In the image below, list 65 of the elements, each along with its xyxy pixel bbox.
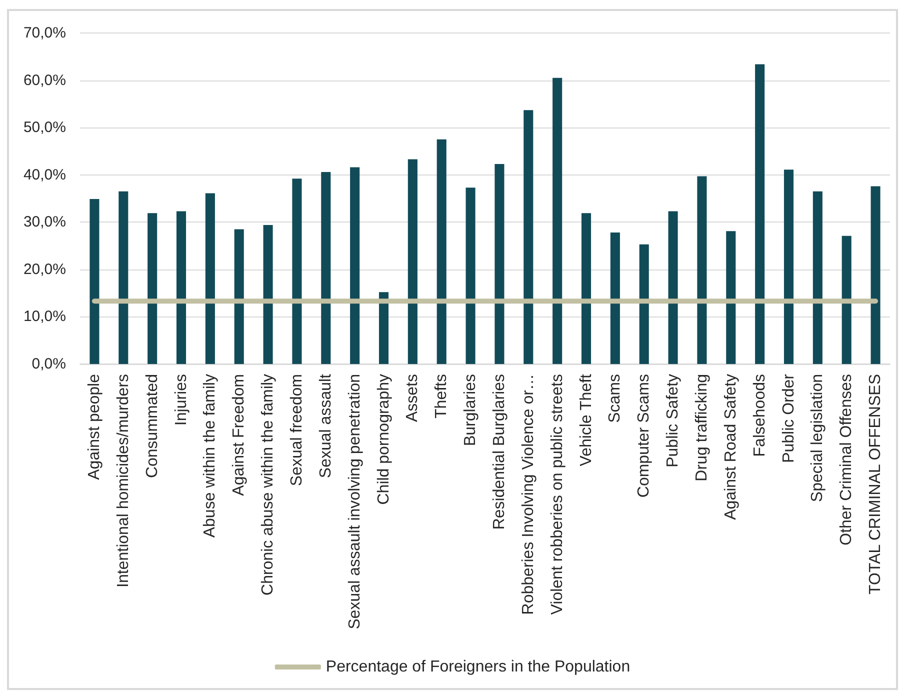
x-tick-label: Injuries: [172, 374, 190, 426]
bar: [321, 172, 331, 364]
y-tick-label: 60,0%: [23, 72, 66, 89]
x-tick-label: Abuse within the family: [202, 374, 219, 538]
bar: [812, 191, 822, 364]
bar: [610, 232, 620, 364]
x-tick-label: Public Safety: [664, 374, 682, 468]
x-tick-label: Falsehoods: [751, 374, 768, 457]
bar: [263, 224, 273, 364]
bar: [494, 164, 504, 364]
x-tick-label: Scams: [606, 374, 624, 423]
bar: [466, 188, 476, 364]
bar: [668, 211, 678, 364]
bar: [205, 193, 215, 364]
bar: [408, 159, 418, 364]
x-tick-label: Sexual assault: [317, 373, 334, 478]
x-tick-label: Child pornography: [375, 374, 392, 505]
x-tick-label: Burglaries: [462, 374, 480, 446]
x-tick-label: TOTAL CRIMINAL OFFENSES: [867, 374, 884, 594]
x-tick-label: Other Criminal Offenses: [838, 374, 856, 546]
bar: [552, 78, 562, 364]
y-tick-label: 20,0%: [23, 260, 66, 278]
x-tick-label: Intentional homicides/murders: [114, 374, 132, 588]
bar: [292, 178, 302, 364]
bar: [436, 139, 446, 364]
bar: [784, 170, 794, 364]
bar: [350, 167, 360, 364]
bar: [176, 211, 186, 364]
bar: [581, 213, 592, 364]
x-tick-label: Sexual assault involving penetration: [346, 374, 364, 630]
bar: [148, 213, 158, 364]
x-tick-label: Drug trafficking: [693, 374, 710, 482]
x-tick-label: Chronic abuse within the family: [260, 374, 277, 596]
bar: [726, 231, 736, 364]
x-tick-label: Public Order: [780, 373, 798, 463]
y-tick-label: 40,0%: [23, 166, 66, 184]
legend-label: Percentage of Foreigners in the Population: [326, 658, 630, 676]
bar: [378, 292, 389, 364]
bar: [639, 244, 649, 364]
x-tick-label: Against people: [86, 374, 103, 480]
bar: [524, 110, 534, 364]
bar: [118, 191, 128, 364]
x-tick-label: Robberies Involving Violence or…: [520, 374, 537, 615]
x-tick-label: Assets: [404, 374, 422, 422]
x-tick-label: Residential Burglaries: [490, 374, 508, 530]
y-tick-label: 10,0%: [23, 308, 66, 326]
x-tick-label: Consummated: [144, 374, 161, 478]
bar: [90, 198, 100, 364]
x-tick-label: Thefts: [433, 374, 450, 418]
x-tick-label: Sexual freedom: [288, 374, 306, 486]
x-tick-label: Vehicle Theft: [578, 373, 595, 466]
y-tick-label: 70,0%: [23, 24, 66, 42]
x-tick-label: Special legislation: [809, 374, 826, 502]
bar: [697, 176, 707, 364]
x-tick-label: Computer Scams: [636, 374, 653, 498]
y-tick-label: 50,0%: [23, 119, 66, 136]
x-tick-label: Violent robberies on public streets: [548, 374, 566, 615]
y-tick-label: 0,0%: [32, 356, 66, 372]
bar: [234, 229, 244, 364]
x-tick-label: Against Freedom: [230, 374, 248, 496]
bar: [870, 186, 880, 364]
y-tick-label: 30,0%: [23, 214, 66, 231]
bar: [755, 64, 765, 364]
x-tick-label: Against Road Safety: [722, 374, 740, 520]
bar: [842, 236, 852, 364]
